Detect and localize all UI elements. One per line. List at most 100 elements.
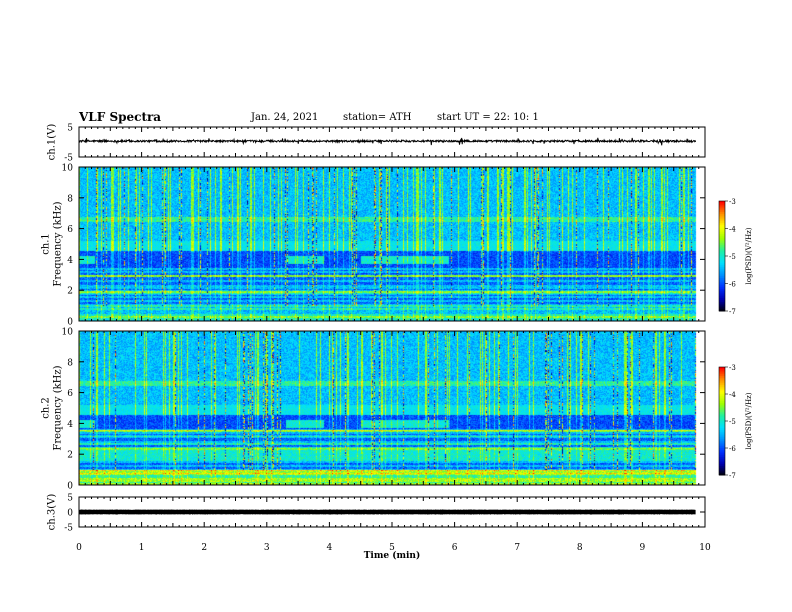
ch1-spectrogram	[79, 167, 705, 321]
colorbar-swatch	[719, 303, 725, 306]
colorbar-tick-label: -3	[729, 198, 736, 206]
ch1-frequency-tick-label: 10	[62, 164, 74, 174]
colorbar-tick-label: -5	[729, 418, 736, 426]
colorbar-swatch	[719, 401, 725, 404]
colorbar-swatch	[719, 228, 725, 231]
colorbar-swatch	[719, 287, 725, 290]
x-tick-label: 3	[264, 543, 270, 553]
colorbar-swatch	[719, 467, 725, 471]
colorbar-swatch	[719, 248, 725, 251]
colorbar-tick-label: -3	[729, 364, 736, 372]
colorbar-swatch	[719, 243, 725, 246]
colorbar-swatch	[719, 235, 725, 239]
colorbar-swatch	[719, 278, 725, 281]
colorbar-swatch	[719, 403, 725, 406]
colorbar-swatch	[719, 385, 725, 388]
colorbar-swatch	[719, 250, 725, 253]
colorbar-swatch	[719, 307, 725, 310]
colorbar-swatch	[719, 437, 725, 440]
colorbar-swatch	[719, 379, 725, 382]
colorbar-label: log(PSD)(V²/Hz)	[745, 227, 753, 284]
colorbar-swatch	[719, 223, 725, 226]
colorbar-tick-label: -6	[729, 445, 736, 453]
colorbar-swatch	[719, 457, 725, 460]
colorbar-swatch	[719, 276, 725, 279]
x-tick-label: 10	[699, 543, 711, 553]
colorbar-swatch	[719, 224, 725, 228]
colorbar-swatch	[719, 372, 725, 375]
ch1-y-tick-label: -5	[64, 154, 73, 164]
colorbar-swatch	[719, 417, 725, 420]
ch2-frequency-tick-label: 2	[67, 451, 73, 461]
date-label: Jan. 24, 2021	[251, 112, 319, 123]
colorbar-swatch	[719, 469, 725, 472]
colorbar-swatch	[719, 261, 725, 264]
colorbar-swatch	[719, 305, 725, 308]
colorbar-swatch	[719, 471, 725, 474]
colorbar-swatch	[719, 428, 725, 431]
colorbar-swatch	[719, 424, 725, 427]
colorbar-tick-label: -7	[729, 472, 736, 480]
colorbar-swatch	[719, 296, 725, 299]
colorbar-swatch	[719, 257, 725, 261]
ch3-y-tick-label: -5	[64, 524, 73, 534]
colorbar-tick-label: -7	[729, 308, 736, 316]
colorbar-swatch	[719, 415, 725, 418]
x-tick-label: 0	[76, 543, 82, 553]
colorbar-swatch	[719, 279, 725, 283]
colorbar-swatch	[719, 453, 725, 456]
ch1-frequency-axis-label: Frequency (kHz)	[53, 201, 64, 286]
colorbar-swatch	[719, 394, 725, 397]
colorbar-swatch	[719, 388, 725, 391]
ch1-y-axis-label: ch.1(V)	[47, 124, 58, 161]
colorbar-swatch	[719, 413, 725, 417]
colorbar-swatch	[719, 440, 725, 444]
colorbar-swatch	[719, 370, 725, 373]
x-axis-label: Time (min)	[364, 550, 421, 561]
ch2-frequency-axis-label: ch.2	[41, 397, 52, 419]
x-tick-label: 1	[139, 543, 145, 553]
colorbar-swatch	[719, 263, 725, 266]
colorbar-swatch	[719, 204, 725, 207]
colorbar-swatch	[719, 254, 725, 257]
ch1-frequency-tick-label: 0	[67, 318, 73, 328]
colorbar-swatch	[719, 466, 725, 469]
colorbar-swatch	[719, 212, 725, 215]
ch2-spectrogram	[79, 331, 705, 485]
colorbar-tick-label: -6	[729, 281, 736, 289]
colorbar-swatch	[719, 367, 725, 370]
colorbar-swatch	[719, 473, 725, 476]
colorbar-swatch	[719, 464, 725, 467]
colorbar-swatch	[719, 449, 725, 453]
ch3-y-tick-label: 5	[67, 494, 73, 504]
ch1-series-line	[78, 137, 697, 146]
colorbar-swatch	[719, 246, 725, 250]
colorbar-tick-label: -5	[729, 253, 736, 261]
ch2-frequency-axis-label: Frequency (kHz)	[53, 365, 64, 450]
colorbar-swatch	[719, 404, 725, 408]
colorbar-swatch	[719, 430, 725, 433]
colorbar-swatch	[719, 208, 725, 211]
colorbar-swatch	[719, 444, 725, 447]
colorbar-swatch	[719, 234, 725, 237]
colorbar-swatch	[719, 374, 725, 377]
ch3-y-axis-label: ch.3(V)	[47, 494, 58, 531]
colorbar-swatch	[719, 219, 725, 222]
colorbar-swatch	[719, 285, 725, 288]
colorbar-swatch	[719, 448, 725, 451]
colorbar-swatch	[719, 213, 725, 217]
ch3-y-tick-label: 0	[67, 509, 73, 519]
colorbar-swatch	[719, 215, 725, 218]
colorbar-swatch	[719, 392, 725, 395]
ch1-spectrogram-canvas	[79, 167, 705, 321]
colorbar-swatch	[719, 265, 725, 268]
colorbar-swatch	[719, 442, 725, 445]
ch2-frequency-tick-label: 8	[67, 358, 73, 368]
x-tick-label: 6	[452, 543, 458, 553]
x-tick-label: 9	[640, 543, 646, 553]
colorbar-swatch	[719, 274, 725, 277]
x-tick-label: 7	[514, 543, 520, 553]
colorbar-tick-label: -4	[729, 391, 736, 399]
ch2-frequency-tick-label: 4	[67, 420, 73, 430]
colorbar-swatch	[719, 408, 725, 411]
